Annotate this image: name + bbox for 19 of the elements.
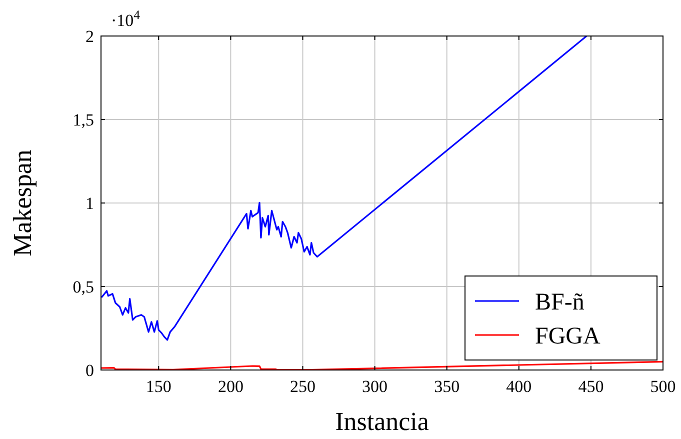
y-tick-label: 0 xyxy=(86,360,94,380)
y-tick-label: 0,5 xyxy=(72,277,94,296)
x-tick-label: 350 xyxy=(434,377,460,396)
y-tick-label: 2 xyxy=(86,26,94,46)
legend-label: FGGA xyxy=(535,323,602,350)
legend-label: BF-ñ xyxy=(535,289,584,316)
x-tick-label: 200 xyxy=(218,377,244,396)
y-tick-label: 1 xyxy=(86,194,94,213)
text: ·10$^{4}$ xyxy=(111,8,141,30)
x-tick-label: 500 xyxy=(650,377,676,396)
x-axis-title: Instancia xyxy=(335,407,430,436)
x-tick-label: 400 xyxy=(506,377,532,396)
y-tick-label: 1,5 xyxy=(72,110,94,130)
y-axis-title: Makespan xyxy=(8,150,37,256)
x-tick-label: 150 xyxy=(146,377,172,396)
x-tick-label: 300 xyxy=(362,377,388,396)
x-tick-label: 450 xyxy=(578,377,604,396)
x-tick-label: 250 xyxy=(290,377,316,396)
line-series xyxy=(101,360,663,370)
